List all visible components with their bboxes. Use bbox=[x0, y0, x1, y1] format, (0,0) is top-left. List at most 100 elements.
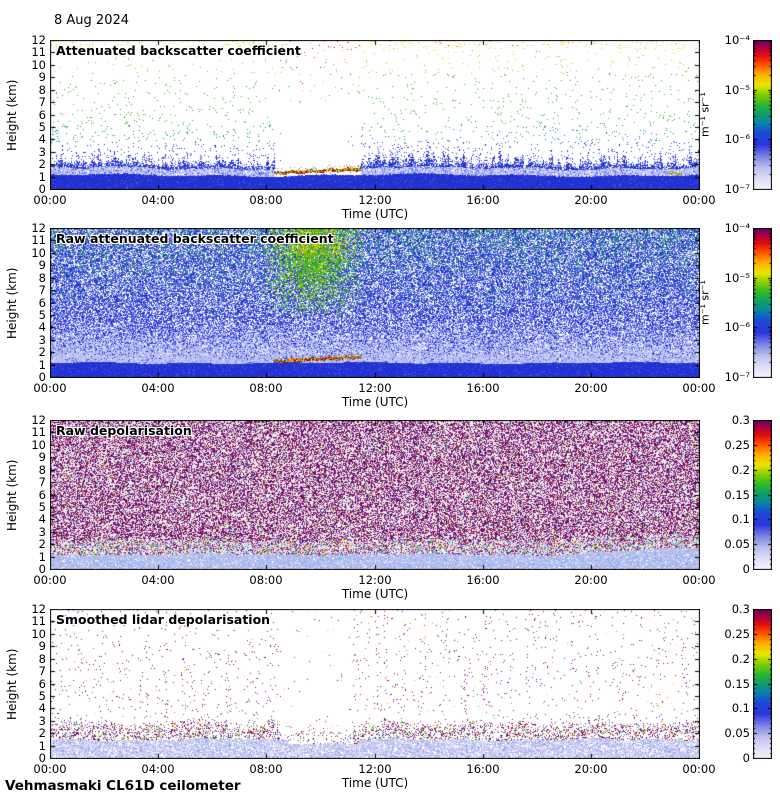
y-tick-label: 9 bbox=[38, 450, 46, 464]
panel-title: Attenuated backscatter coefficient bbox=[56, 43, 301, 58]
colorbar-tick-label: 0 bbox=[742, 562, 750, 576]
y-tick-label: 3 bbox=[38, 333, 46, 347]
y-tick-label: 0 bbox=[38, 370, 46, 384]
x-tick-label: 08:00 bbox=[249, 193, 283, 207]
x-tick-label: 12:00 bbox=[358, 193, 392, 207]
y-tick-label: 5 bbox=[38, 689, 46, 703]
y-tick-label: 0 bbox=[38, 182, 46, 196]
y-tick-label: 12 bbox=[31, 602, 46, 616]
y-tick-label: 7 bbox=[38, 283, 46, 297]
x-tick-label: 12:00 bbox=[358, 381, 392, 395]
colorbar-tick-label: 0.3 bbox=[731, 413, 750, 427]
x-tick-label: 12:00 bbox=[358, 762, 392, 776]
y-tick-label: 8 bbox=[38, 83, 46, 97]
panel-raw-depolarisation: Height (km) Raw depolarisation Time (UTC… bbox=[0, 414, 780, 612]
colorbar-depolarisation bbox=[753, 420, 772, 570]
raw-depolarisation-heatmap bbox=[50, 420, 700, 570]
y-tick-label: 6 bbox=[38, 677, 46, 691]
colorbar-depolarisation bbox=[753, 609, 772, 759]
x-tick-label: 12:00 bbox=[358, 573, 392, 587]
y-tick-label: 12 bbox=[31, 221, 46, 235]
y-tick-label: 11 bbox=[31, 45, 46, 59]
raw-backscatter-heatmap bbox=[50, 228, 700, 378]
colorbar-tick-label: 10⁻⁵ bbox=[724, 83, 750, 97]
x-tick-label: 16:00 bbox=[466, 193, 500, 207]
y-tick-label: 5 bbox=[38, 308, 46, 322]
y-tick-label: 4 bbox=[38, 512, 46, 526]
y-tick-label: 1 bbox=[38, 739, 46, 753]
x-tick-label: 16:00 bbox=[466, 381, 500, 395]
colorbar-tick-label: 0.2 bbox=[731, 463, 750, 477]
y-tick-label: 2 bbox=[38, 537, 46, 551]
panel-title: Smoothed lidar depolarisation bbox=[56, 612, 271, 627]
x-tick-label: 20:00 bbox=[574, 381, 608, 395]
x-tick-label: 00:00 bbox=[682, 573, 716, 587]
x-tick-label: 20:00 bbox=[574, 762, 608, 776]
x-tick-label: 04:00 bbox=[141, 381, 175, 395]
panel-title: Raw attenuated backscatter coefficient bbox=[56, 231, 334, 246]
y-tick-label: 8 bbox=[38, 271, 46, 285]
y-tick-label: 6 bbox=[38, 108, 46, 122]
x-tick-label: 00:00 bbox=[682, 381, 716, 395]
colorbar-tick-label: 0.05 bbox=[724, 537, 750, 551]
smoothed-depolarisation-heatmap bbox=[50, 609, 700, 759]
colorbar-tick-label: 0.05 bbox=[724, 726, 750, 740]
colorbar-tick-label: 10⁻⁶ bbox=[724, 132, 750, 146]
colorbar-tick-label: 10⁻⁷ bbox=[724, 182, 750, 196]
y-tick-label: 0 bbox=[38, 562, 46, 576]
x-tick-label: 16:00 bbox=[466, 762, 500, 776]
x-tick-label: 00:00 bbox=[682, 193, 716, 207]
y-tick-label: 2 bbox=[38, 345, 46, 359]
y-tick-label: 7 bbox=[38, 95, 46, 109]
colorbar-tick-label: 10⁻⁴ bbox=[724, 221, 750, 235]
x-axis-label: Time (UTC) bbox=[341, 207, 409, 221]
colorbar-unit-label: m⁻¹ sr⁻¹ bbox=[698, 280, 712, 326]
colorbar-tick-label: 0.2 bbox=[731, 652, 750, 666]
colorbar-unit-label: m⁻¹ sr⁻¹ bbox=[698, 92, 712, 138]
colorbar-tick-label: 0.25 bbox=[724, 627, 750, 641]
y-tick-label: 5 bbox=[38, 120, 46, 134]
x-tick-label: 04:00 bbox=[141, 762, 175, 776]
colorbar-tick-label: 0 bbox=[742, 751, 750, 765]
y-tick-label: 11 bbox=[31, 233, 46, 247]
y-tick-label: 12 bbox=[31, 33, 46, 47]
y-tick-label: 1 bbox=[38, 550, 46, 564]
colorbar-backscatter bbox=[753, 228, 772, 378]
y-tick-label: 12 bbox=[31, 413, 46, 427]
y-tick-label: 4 bbox=[38, 320, 46, 334]
x-tick-label: 00:00 bbox=[33, 573, 67, 587]
colorbar-backscatter bbox=[753, 40, 772, 190]
colorbar-tick-label: 0.15 bbox=[724, 677, 750, 691]
attenuated-backscatter-heatmap bbox=[50, 40, 700, 190]
x-axis-label: Time (UTC) bbox=[341, 587, 409, 601]
x-tick-label: 20:00 bbox=[574, 573, 608, 587]
x-tick-label: 20:00 bbox=[574, 193, 608, 207]
panel-title: Raw depolarisation bbox=[56, 423, 192, 438]
colorbar-tick-label: 10⁻⁵ bbox=[724, 271, 750, 285]
y-tick-label: 1 bbox=[38, 358, 46, 372]
y-tick-label: 10 bbox=[31, 58, 46, 72]
colorbar-tick-label: 10⁻⁴ bbox=[724, 33, 750, 47]
colorbar-tick-label: 0.25 bbox=[724, 438, 750, 452]
y-tick-label: 3 bbox=[38, 145, 46, 159]
x-axis-label: Time (UTC) bbox=[341, 395, 409, 409]
y-tick-label: 11 bbox=[31, 614, 46, 628]
panel-raw-backscatter: Height (km) Raw attenuated backscatter c… bbox=[0, 222, 780, 420]
date-label: 8 Aug 2024 bbox=[54, 13, 130, 28]
y-tick-label: 7 bbox=[38, 475, 46, 489]
x-tick-label: 16:00 bbox=[466, 573, 500, 587]
y-tick-label: 11 bbox=[31, 425, 46, 439]
colorbar-tick-label: 10⁻⁷ bbox=[724, 370, 750, 384]
x-tick-label: 08:00 bbox=[249, 573, 283, 587]
x-axis-label: Time (UTC) bbox=[341, 776, 409, 790]
y-tick-label: 8 bbox=[38, 463, 46, 477]
y-tick-label: 9 bbox=[38, 639, 46, 653]
y-tick-label: 10 bbox=[31, 627, 46, 641]
x-tick-label: 04:00 bbox=[141, 193, 175, 207]
x-tick-label: 00:00 bbox=[33, 381, 67, 395]
y-tick-label: 6 bbox=[38, 296, 46, 310]
x-tick-label: 00:00 bbox=[33, 193, 67, 207]
y-tick-label: 2 bbox=[38, 157, 46, 171]
y-tick-label: 7 bbox=[38, 664, 46, 678]
